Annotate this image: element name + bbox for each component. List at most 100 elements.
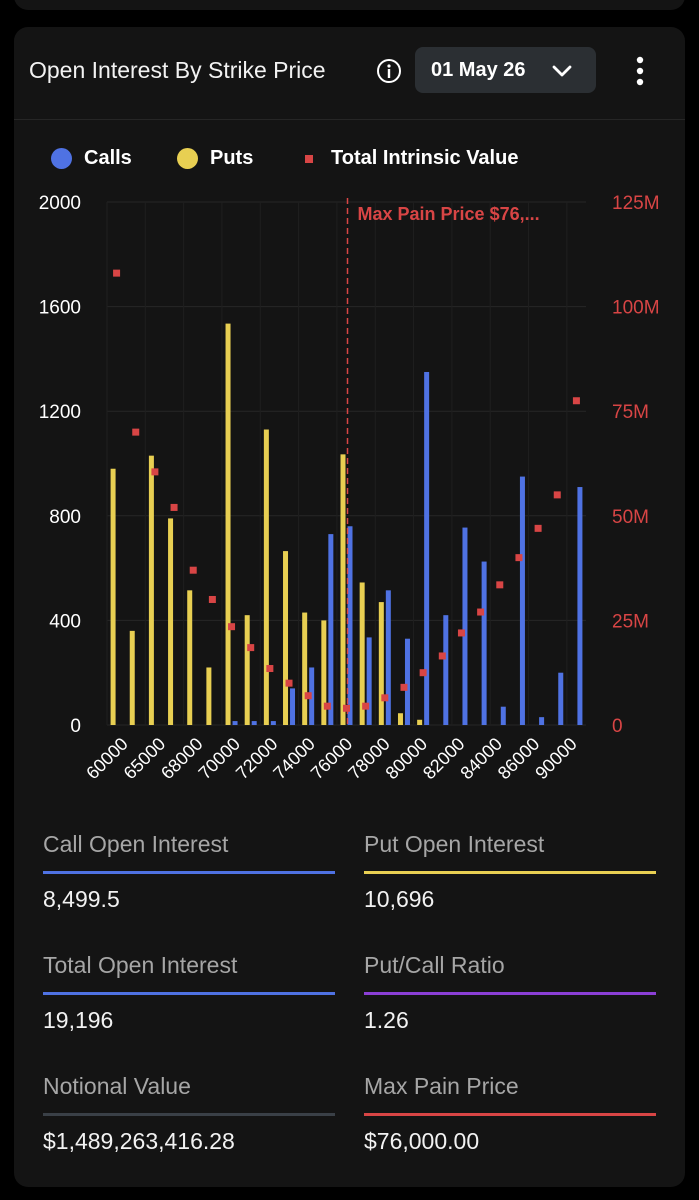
intrinsic-value-marker (285, 679, 293, 687)
legend-calls-marker (51, 148, 72, 169)
intrinsic-value-marker (400, 683, 408, 691)
x-tick-label: 65000 (120, 734, 170, 784)
call-bar (539, 717, 545, 725)
put-bar (244, 615, 250, 725)
y-left-tick-label: 1200 (39, 402, 81, 423)
put-bar (206, 667, 212, 725)
intrinsic-value-marker (343, 704, 350, 712)
call-bar (577, 487, 583, 725)
put-bar (397, 713, 403, 725)
header-divider (14, 119, 685, 120)
more-options-icon[interactable] (628, 55, 652, 87)
legend-intrinsic-marker (305, 155, 313, 163)
x-tick-label: 78000 (344, 734, 394, 784)
stat-underline (43, 871, 335, 874)
call-bar (270, 721, 276, 725)
put-bar (187, 590, 193, 725)
intrinsic-value-marker (553, 491, 561, 499)
intrinsic-value-marker (132, 428, 140, 436)
call-bar (558, 672, 564, 725)
info-icon[interactable] (376, 58, 402, 84)
call-bar (366, 637, 372, 725)
put-bar (321, 620, 327, 725)
call-bar (290, 688, 296, 725)
stat-value: 8,499.5 (43, 886, 120, 912)
x-tick-label: 80000 (382, 734, 432, 784)
call-bar (347, 526, 353, 725)
stat-value: $76,000.00 (364, 1128, 480, 1154)
stat-value: 10,696 (364, 886, 435, 912)
intrinsic-value-marker (438, 652, 446, 660)
legend-puts-marker (177, 148, 198, 169)
y-right-tick-label: 100M (612, 298, 660, 319)
call-bar (424, 371, 430, 725)
y-right-tick-label: 125M (612, 193, 660, 214)
intrinsic-value-marker (323, 702, 331, 710)
call-bar (328, 534, 334, 725)
card-header: Open Interest By Strike Price 01 May 26 (14, 27, 685, 119)
stat-label: Put/Call Ratio (364, 952, 505, 978)
intrinsic-value-marker (496, 581, 504, 589)
y-left-tick-label: 400 (49, 611, 81, 632)
expiry-date-label: 01 May 26 (431, 59, 526, 81)
intrinsic-value-marker (457, 629, 465, 637)
x-tick-label: 70000 (195, 734, 245, 784)
y-left-tick-label: 2000 (39, 193, 81, 214)
call-bar (232, 721, 238, 725)
intrinsic-value-marker (572, 397, 580, 405)
intrinsic-value-marker (304, 692, 312, 700)
intrinsic-value-marker (534, 524, 542, 532)
open-interest-chart: 0 400 800 1200 1600 2000 0 25M 50M 75M 100M 125M Max… (39, 193, 660, 784)
y-left-tick-label: 800 (49, 507, 81, 528)
y-right-tick-label: 25M (612, 611, 649, 632)
max-pain-label: Max Pain Price $76,... (358, 204, 540, 224)
call-bar (500, 706, 506, 725)
put-bar (378, 602, 384, 725)
put-bar (263, 429, 269, 725)
intrinsic-value-marker (381, 694, 389, 702)
x-tick-label: 86000 (494, 734, 544, 784)
legend-calls[interactable]: Calls (84, 147, 132, 169)
card-title: Open Interest By Strike Price (29, 57, 326, 83)
stat-label: Call Open Interest (43, 831, 229, 857)
call-bar (519, 476, 525, 725)
y-left-tick-label: 0 (70, 716, 81, 737)
stat-underline (364, 992, 656, 995)
intrinsic-value-marker (189, 566, 197, 574)
y-left-tick-label: 1600 (39, 298, 81, 319)
x-tick-label: 84000 (456, 734, 506, 784)
put-bar (129, 630, 135, 725)
chevron-down-icon (552, 65, 572, 77)
y-right-tick-label: 50M (612, 507, 649, 528)
intrinsic-value-marker (515, 554, 523, 562)
intrinsic-value-marker (113, 269, 121, 277)
intrinsic-value-marker (151, 468, 159, 476)
call-bar (462, 527, 468, 725)
stat-underline (364, 1113, 656, 1116)
stat-underline (43, 1113, 335, 1116)
intrinsic-value-marker (362, 702, 370, 710)
put-bar (302, 612, 308, 725)
call-bar (251, 721, 257, 725)
intrinsic-value-marker (170, 503, 178, 511)
call-bar (481, 561, 487, 725)
legend-puts[interactable]: Puts (210, 147, 254, 169)
put-bar (283, 551, 289, 725)
intrinsic-value-marker (419, 669, 427, 677)
x-tick-label: 68000 (157, 734, 207, 784)
stat-label: Notional Value (43, 1073, 191, 1099)
call-bar (404, 638, 410, 725)
y-right-tick-label: 0 (612, 716, 623, 737)
intrinsic-value-marker (228, 623, 236, 631)
stat-underline (43, 992, 335, 995)
stat-value: 19,196 (43, 1007, 114, 1033)
stat-label: Max Pain Price (364, 1073, 519, 1099)
put-bar (340, 454, 346, 725)
put-bar (359, 582, 365, 725)
intrinsic-value-marker (266, 665, 274, 673)
intrinsic-value-marker (477, 608, 485, 616)
legend-intrinsic[interactable]: Total Intrinsic Value (331, 147, 519, 169)
expiry-date-select[interactable]: 01 May 26 (415, 47, 596, 93)
call-bar (385, 590, 391, 725)
stat-value: $1,489,263,416.28 (43, 1128, 235, 1154)
